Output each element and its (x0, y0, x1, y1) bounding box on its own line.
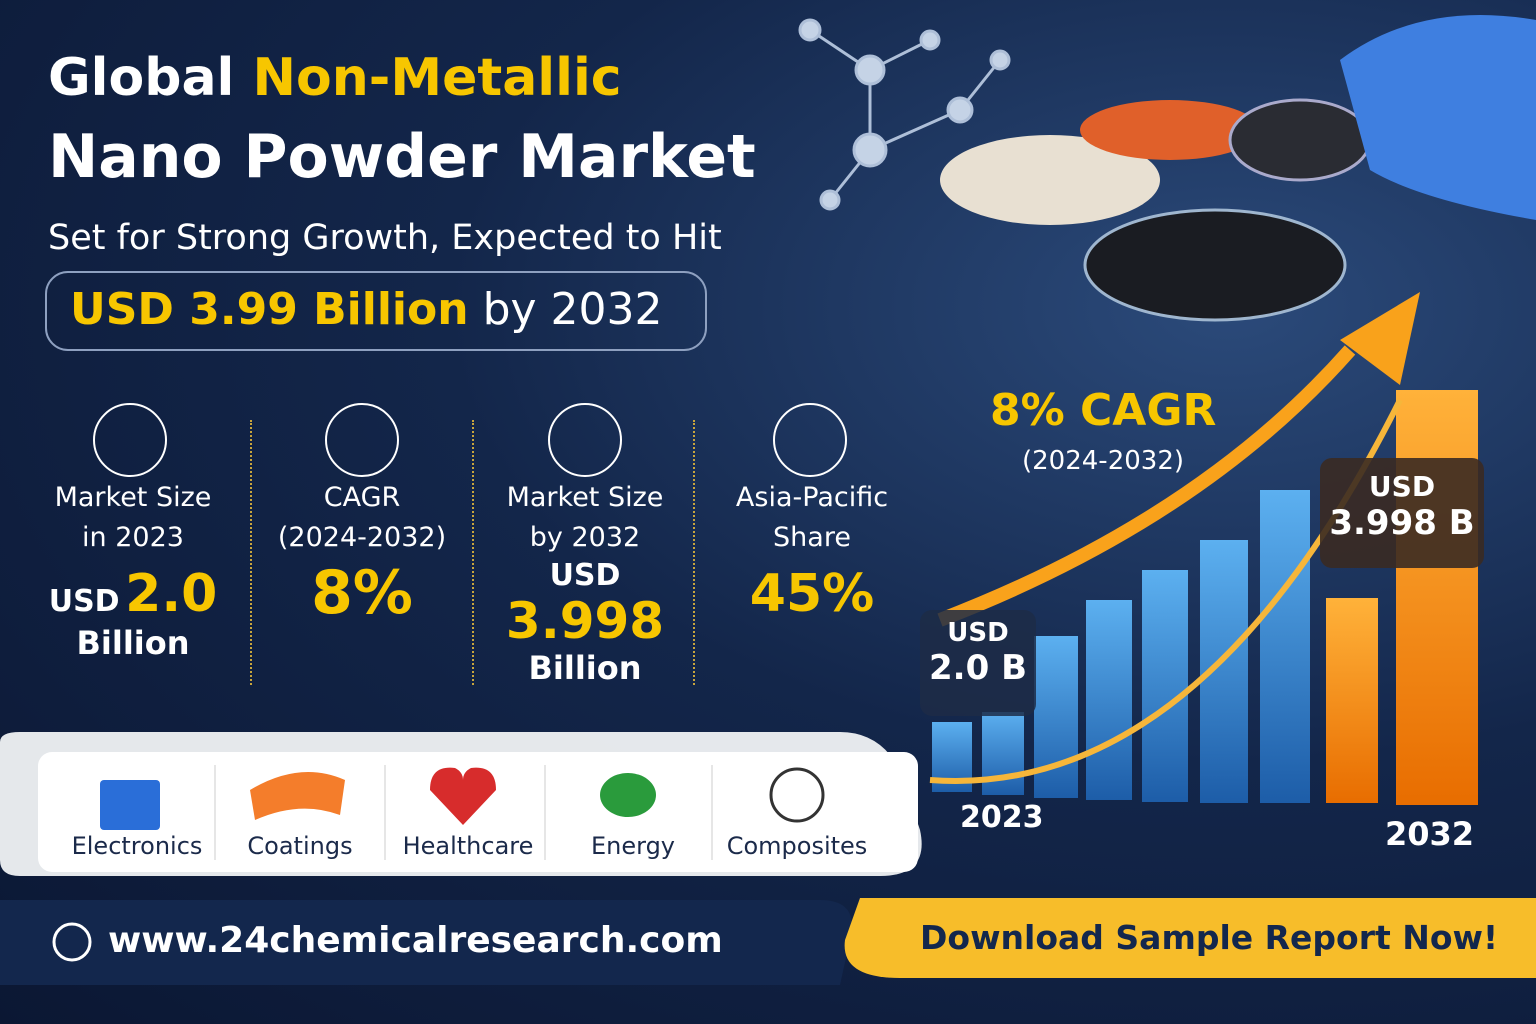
callout-box (1320, 458, 1484, 568)
cta-bar[interactable] (844, 898, 1536, 978)
cta-button[interactable]: Download Sample Report Now! (920, 918, 1499, 957)
stat-label: Market Size (506, 482, 664, 513)
stat-unit: Billion (528, 649, 642, 687)
start-callout: USD 2.0 B (920, 618, 1036, 688)
subtitle: Set for Strong Growth, Expected to Hit (48, 218, 722, 258)
stat-icon (548, 403, 622, 477)
growth-arrow (937, 345, 1356, 627)
headline-value: USD 3.99 Billion (70, 284, 469, 335)
heart-icon (430, 767, 496, 825)
headline-frame (45, 271, 707, 351)
growth-bars (932, 390, 1478, 805)
applications-card (38, 752, 918, 872)
title-line1: Global Non-Metallic (48, 48, 622, 108)
title: Global (48, 48, 235, 108)
leaf-icon (600, 773, 656, 817)
headline: USD 3.99 Billion by 2032 (70, 284, 663, 335)
footer-bar (0, 900, 852, 985)
molecule (798, 18, 1011, 211)
stat-label: Share (773, 522, 851, 553)
arrow-head (1340, 292, 1420, 385)
callout-text: USD (947, 618, 1009, 648)
app-dividers (214, 765, 713, 860)
separator (472, 420, 474, 685)
glove (1340, 15, 1536, 220)
application-label: Coatings (247, 832, 353, 860)
dish (1083, 208, 1347, 322)
year-label: 2032 (1385, 815, 1475, 853)
stat: Market Size by 2032 USD 3.998 Billion (485, 478, 685, 687)
stat-label: Market Size (54, 482, 212, 513)
stat-label: Asia-Pacific (735, 482, 889, 513)
separator (250, 420, 252, 685)
title: Nano Powder Market (48, 122, 756, 192)
network-icon (769, 767, 825, 823)
stat-label: in 2023 (82, 522, 184, 553)
year-label: 2023 (960, 800, 1044, 835)
chip-icon (100, 780, 160, 830)
website[interactable]: www.24chemicalresearch.com (108, 920, 723, 961)
cagr-period: (2024-2032) (1022, 446, 1185, 476)
callout-text: 3.998 B (1329, 503, 1475, 543)
end-callout: USD 3.998 B (1320, 470, 1484, 543)
stat-value: 45% (749, 564, 875, 624)
title-highlight: Non-Metallic (252, 48, 622, 108)
callout-text: USD (1368, 470, 1436, 503)
callout-text: 2.0 B (929, 648, 1027, 688)
powder (940, 135, 1160, 225)
stat-value: 2.0 (125, 564, 218, 624)
headline-suffix: by 2032 (482, 284, 663, 335)
callout-box (920, 610, 1036, 716)
coatings-icon (250, 772, 345, 820)
stat-value: 3.998 (505, 592, 665, 650)
stat-unit: Billion (76, 624, 190, 662)
stat-icon (93, 403, 167, 477)
separator (693, 420, 695, 685)
dish (1228, 98, 1372, 182)
stat-label: CAGR (323, 482, 401, 513)
stat: Market Size in 2023 USD 2.0 Billion (33, 478, 233, 662)
stat-icon (773, 403, 847, 477)
application-label: Composites (726, 832, 868, 860)
application-label: Healthcare (402, 832, 534, 860)
stat-prefix: USD (549, 558, 621, 593)
stat: CAGR (2024-2032) 8% (262, 478, 462, 628)
stat-label: (2024-2032) (277, 522, 447, 553)
stat-label: by 2032 (529, 522, 641, 553)
cagr-callout: 8% CAGR (990, 385, 1217, 436)
stat-icon (325, 403, 399, 477)
application-label: Electronics (71, 832, 203, 860)
application-label: Energy (590, 832, 676, 860)
stat: Asia-Pacific Share 45% (712, 478, 912, 624)
globe-icon (52, 922, 92, 962)
stat-prefix: USD (48, 584, 120, 619)
powder (1080, 100, 1260, 160)
stat-value: 8% (311, 558, 413, 628)
